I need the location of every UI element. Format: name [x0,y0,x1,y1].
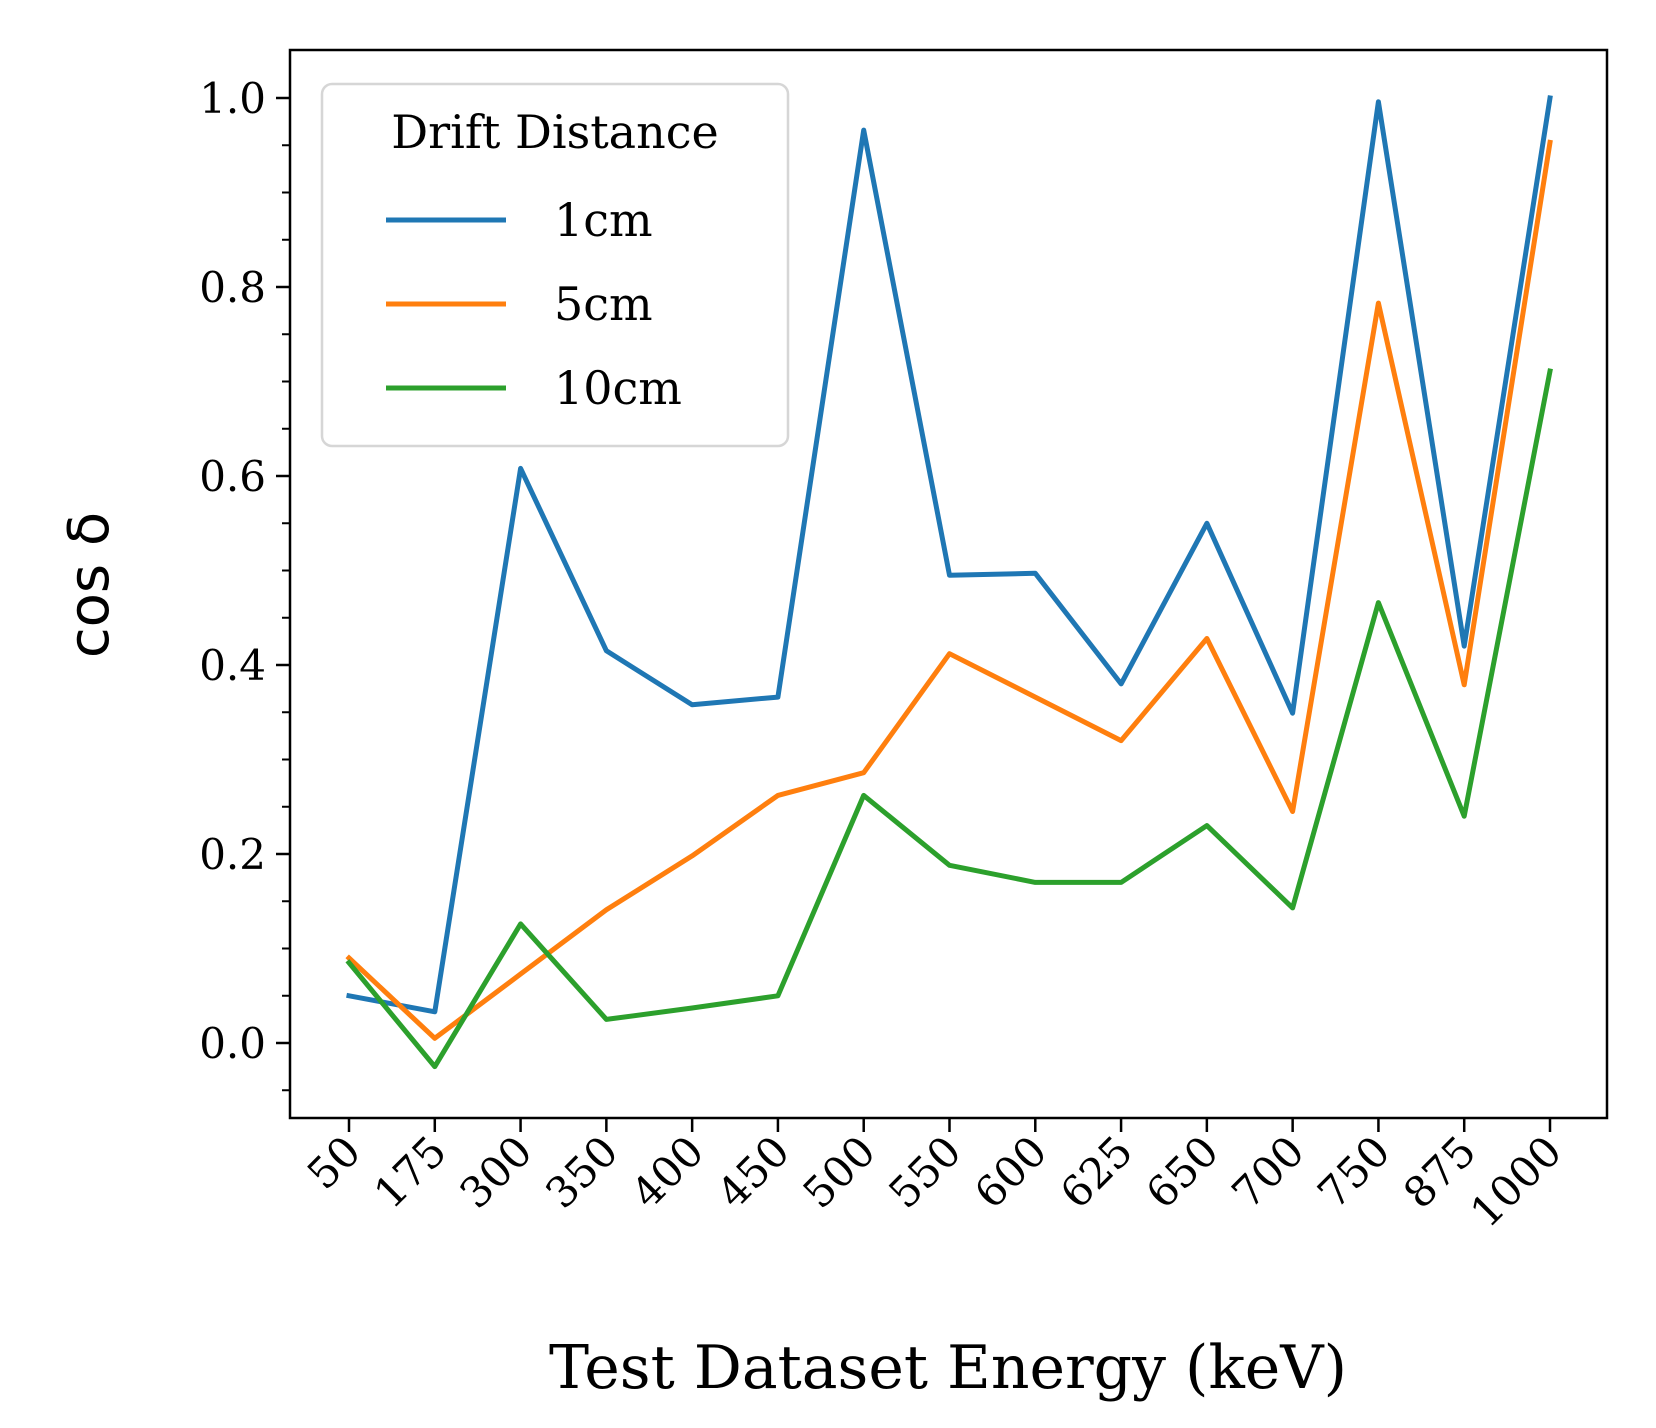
legend-title: Drift Distance [391,105,718,159]
series-line-1cm [346,95,1553,1015]
legend: Drift Distance 1cm 5cm 10cm [320,82,790,448]
legend-label-5cm: 5cm [554,277,653,331]
series-line-10cm [345,368,1553,1070]
y-axis: 0.0 0.2 0.4 0.6 0.8 1.0 [199,74,290,1092]
y-tick-label: 0.0 [199,1019,266,1068]
x-axis-title: Test Dataset Energy (keV) [549,1333,1347,1403]
y-tick-label: 0.4 [199,641,266,690]
legend-label-10cm: 10cm [554,361,682,415]
series-layer [345,95,1553,1070]
y-tick-label: 0.8 [199,263,266,312]
legend-entries: 1cm 5cm 10cm [386,193,682,415]
legend-box [320,82,790,448]
legend-label-1cm: 1cm [554,193,653,247]
y-tick-label: 1.0 [199,74,266,123]
y-axis-title: cos δ [57,512,122,658]
y-tick-label: 0.6 [199,452,266,501]
y-tick-label: 0.2 [199,830,266,879]
